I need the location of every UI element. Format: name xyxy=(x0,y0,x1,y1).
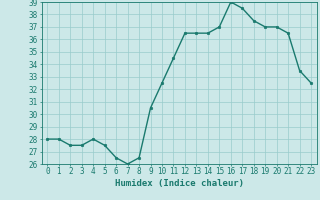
X-axis label: Humidex (Indice chaleur): Humidex (Indice chaleur) xyxy=(115,179,244,188)
